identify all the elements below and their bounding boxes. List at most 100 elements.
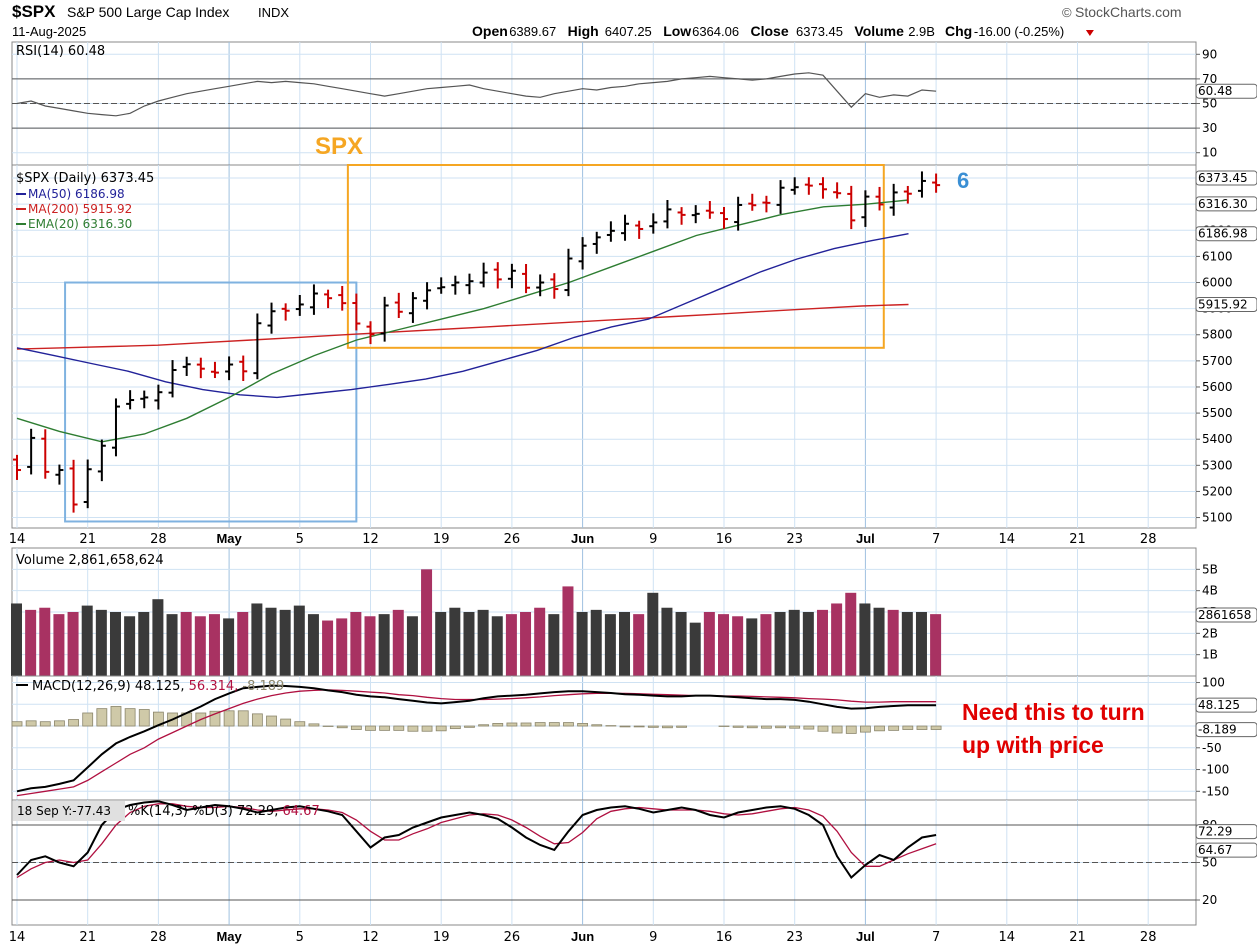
price-x-label: Jun: [571, 531, 594, 546]
macd-histogram-bar: [336, 725, 348, 729]
quote-value: 6389.67: [509, 24, 556, 39]
volume-bar: [746, 618, 758, 676]
volume-bar: [548, 614, 560, 676]
cursor-readout: 18 Sep Y:-77.43: [17, 804, 111, 818]
price-x-label: Jul: [856, 531, 875, 546]
volume-bar: [67, 612, 79, 676]
price-ma50-side-box: [1195, 226, 1257, 242]
volume-bar: [95, 609, 107, 676]
macd-histogram-bar: [209, 710, 221, 727]
volume-tick-label: 4B: [1202, 584, 1218, 598]
volume-bar: [392, 609, 404, 676]
macd-histogram-bar: [676, 725, 687, 728]
stochastic-k-side-box: [1195, 824, 1257, 840]
macd-hist-side-label: -8.189: [1198, 723, 1237, 737]
price-tick-label: 5800: [1202, 328, 1233, 342]
price-tick-label: 5600: [1202, 380, 1233, 394]
stochastic-tick-label: 20: [1202, 893, 1217, 907]
price-x-label: 9: [649, 532, 657, 547]
macd-histogram-bar: [449, 725, 461, 730]
volume-bar: [109, 612, 121, 676]
volume-bar: [788, 609, 800, 676]
orange-annotation-box: [346, 164, 885, 349]
bottom-x-label: 26: [504, 930, 521, 945]
stochastic-k-line: [16, 800, 937, 880]
price-tick-label: 6000: [1202, 276, 1233, 290]
price-x-label: 23: [786, 532, 803, 547]
volume-bar: [279, 609, 291, 676]
price-x-label: May: [216, 531, 242, 546]
price-x-label: 21: [79, 532, 96, 547]
legend-entry: MA(200) 5915.92: [28, 202, 132, 216]
bottom-x-label: 14: [9, 930, 26, 945]
stochastic-legend-part: 72.29,: [237, 804, 282, 819]
volume-side-label: 2861658: [1198, 608, 1251, 622]
quote-label: Chg: [945, 23, 972, 39]
rsi-tick-label: 50: [1202, 97, 1217, 111]
volume-bar: [802, 612, 814, 676]
volume-bar: [336, 618, 348, 676]
macd-histogram-bar: [251, 713, 263, 727]
volume-bar: [675, 612, 687, 676]
volume-bar: [53, 614, 65, 676]
price-tick-label: 5500: [1202, 406, 1233, 420]
price-tick-label: 5200: [1202, 484, 1233, 498]
price-tick-label: 5400: [1202, 432, 1233, 446]
volume-bar: [901, 612, 913, 676]
volume-bar: [364, 616, 376, 676]
macd-line: [16, 684, 937, 793]
bottom-x-label: 28: [150, 930, 167, 945]
volume-bar: [845, 592, 857, 676]
macd-histogram-bar: [520, 722, 532, 727]
volume-bar: [81, 605, 93, 676]
macd-tick-label: -50: [1202, 741, 1222, 755]
bottom-x-label: 9: [649, 930, 657, 945]
volume-bar: [350, 612, 362, 676]
macd-histogram-bar: [916, 725, 928, 730]
volume-bar: [208, 614, 220, 676]
price-ma50-side-label: 6186.98: [1198, 227, 1248, 241]
macd-histogram-bar: [478, 724, 490, 727]
volume-bar: [760, 614, 772, 676]
macd-histogram-bar: [421, 725, 433, 732]
macd-histogram-bar: [902, 725, 914, 730]
price-tick-label: 5100: [1202, 511, 1233, 525]
macd-histogram-bar: [237, 710, 249, 727]
macd-histogram-bar: [435, 725, 447, 732]
price-x-label: 12: [362, 532, 379, 547]
macd-tick-label: 100: [1202, 676, 1225, 690]
volume-title: Volume 2,861,658,624: [16, 553, 164, 568]
quote-label: Volume: [854, 23, 904, 39]
volume-bar: [633, 614, 645, 676]
macd-histogram-bar: [82, 712, 94, 727]
volume-bar: [505, 614, 517, 676]
macd-histogram-bar: [39, 721, 51, 727]
macd-histogram-bar: [563, 722, 574, 727]
volume-bar: [194, 616, 206, 676]
bottom-x-label: 19: [433, 930, 450, 945]
volume-tick-label: 1B: [1202, 648, 1218, 662]
price-x-label: 5: [296, 532, 304, 547]
volume-bar: [293, 605, 305, 676]
brand-watermark: StockCharts.com: [1075, 4, 1182, 20]
rsi-tick-label: 10: [1202, 146, 1217, 160]
macd-histogram-bar: [25, 720, 37, 727]
spx-annotation-label: SPX: [315, 133, 363, 160]
macd-title: MACD(12,26,9) 48.125, 56.314, -8.189: [32, 679, 284, 694]
volume-bar: [138, 612, 150, 676]
price-x-label: 26: [504, 532, 521, 547]
price-ma200-side-box: [1195, 296, 1257, 312]
macd-frame: [11, 675, 1197, 801]
ma50-line: [16, 233, 909, 399]
legend-entry: MA(50) 6186.98: [28, 187, 125, 201]
macd-histogram-bar: [619, 725, 631, 728]
quote-value: 6407.25: [605, 24, 652, 39]
volume-bar: [463, 612, 475, 676]
macd-histogram-bar: [831, 725, 843, 734]
macd-side-label: 48.125: [1198, 698, 1240, 712]
macd-side-box: [1195, 697, 1257, 713]
volume-bar: [39, 607, 51, 676]
macd-histogram-bar: [577, 723, 588, 727]
macd-note-line2: up with price: [962, 732, 1104, 758]
volume-bar: [421, 569, 433, 676]
